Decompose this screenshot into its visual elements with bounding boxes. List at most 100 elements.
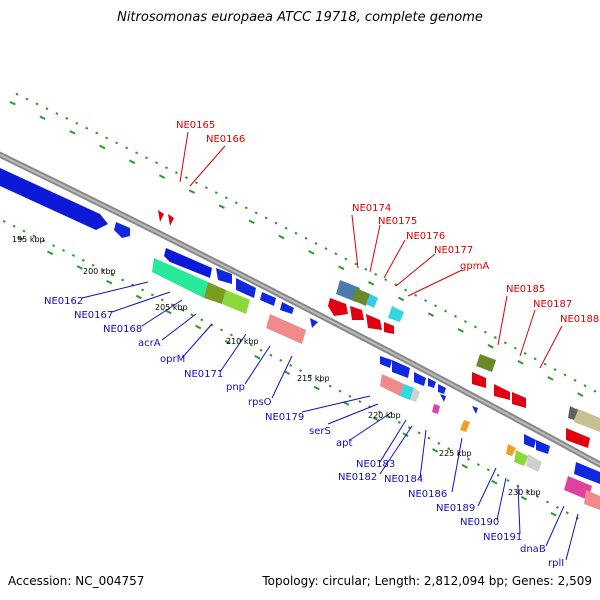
tick-mark	[85, 126, 89, 130]
tick-mark	[318, 379, 322, 383]
tick-mark	[404, 288, 408, 292]
tick-mark	[115, 141, 119, 145]
kbp-label-230: 230 kbp	[508, 488, 541, 497]
tick-mark	[145, 156, 149, 160]
accession-text: Accession: NC_004757	[8, 574, 145, 588]
gene-reverse-orange	[460, 420, 470, 432]
forward-callouts	[179, 131, 563, 369]
label-ne0189: NE0189	[436, 503, 475, 514]
tick-mark	[99, 144, 106, 150]
tick-mark	[304, 236, 308, 240]
tick-mark	[324, 247, 328, 251]
tick-mark	[463, 320, 467, 324]
gene-reverse-ne0191	[536, 440, 550, 454]
tick-mark	[135, 151, 139, 155]
label-ne0187: NE0187	[533, 299, 572, 310]
label-ne0188: NE0188	[560, 314, 599, 325]
tick-mark	[372, 416, 379, 422]
tick-mark	[427, 436, 431, 440]
tick-mark	[190, 313, 194, 317]
kbp-label-210: 210 kbp	[226, 337, 259, 346]
tick-mark	[364, 267, 368, 271]
tick-mark	[164, 166, 169, 170]
gene-forward-red-b	[350, 306, 364, 320]
tick-mark	[135, 294, 143, 300]
tick-mark	[75, 121, 79, 125]
figure-title: Nitrosomonas europaea ATCC 19718, comple…	[117, 10, 483, 25]
tick-mark	[368, 281, 375, 286]
tick-mark	[461, 463, 468, 469]
gene-reverse-acrA-top	[216, 268, 232, 284]
tick-mark	[214, 191, 218, 195]
tick-mark	[234, 201, 238, 205]
kbp-label-200: 200 kbp	[83, 267, 116, 276]
tick-mark	[279, 358, 283, 362]
gene-reverse-ne0179	[392, 360, 410, 378]
tick-mark	[32, 234, 36, 238]
topology-summary: Topology: circular; Length: 2,812,094 bp…	[262, 574, 592, 588]
tick-mark	[17, 236, 24, 241]
tick-mark	[39, 115, 46, 120]
tick-mark	[563, 373, 567, 377]
tick-mark	[15, 92, 19, 96]
tick-mark	[46, 250, 54, 256]
gene-forward-ne0166	[168, 214, 174, 226]
tick-mark	[150, 293, 154, 297]
tick-mark	[111, 273, 115, 277]
label-ne0175: NE0175	[378, 216, 417, 227]
gene-forward-ne0187	[472, 372, 486, 388]
tick-mark	[283, 370, 291, 375]
tick-mark	[338, 265, 345, 271]
tick-mark	[25, 97, 29, 101]
gene-forward-ne0177	[388, 306, 404, 322]
tick-mark	[344, 257, 348, 261]
tick-mark	[45, 107, 49, 111]
tick-mark	[254, 211, 258, 215]
gene-reverse-rpsO	[380, 356, 392, 368]
gene-reverse-ne0171	[310, 318, 318, 328]
tick-mark	[101, 268, 105, 272]
gene-reverse-apt	[428, 378, 436, 388]
tick-mark	[180, 308, 184, 312]
tick-mark	[526, 489, 530, 493]
gene-forward-ne0175	[352, 288, 370, 306]
tick-mark	[503, 341, 507, 345]
gene-reverse-ne0167	[164, 248, 212, 278]
tick-mark	[473, 325, 477, 329]
tick-mark	[289, 364, 293, 367]
gene-reverse-d	[280, 302, 294, 314]
tick-mark	[583, 384, 587, 388]
tick-mark	[65, 117, 69, 120]
tick-mark	[76, 265, 83, 270]
tick-mark	[81, 258, 85, 262]
genome-backbone-highlight	[0, 153, 600, 466]
tick-mark	[259, 348, 263, 352]
tick-mark	[402, 432, 409, 437]
gene-reverse-dnaB-pink	[564, 476, 592, 500]
gene-reverse-h	[514, 450, 528, 466]
tick-mark	[155, 161, 159, 165]
tick-mark	[453, 314, 458, 318]
label-acrA: acrA	[138, 338, 161, 349]
gene-forward-right-a	[574, 408, 600, 432]
label-ne0177: NE0177	[434, 245, 473, 256]
gene-reverse-b	[236, 278, 256, 298]
gene-forward-ne0185	[476, 354, 496, 372]
tick-mark	[61, 249, 66, 252]
tick-mark	[204, 186, 208, 190]
label-ne0166: NE0166	[206, 134, 245, 145]
tick-mark	[348, 394, 352, 398]
tick-mark	[550, 512, 557, 517]
tick-mark	[487, 344, 494, 349]
tick-mark	[397, 420, 401, 424]
tick-mark	[22, 229, 26, 233]
tick-mark	[384, 278, 388, 282]
tick-mark	[354, 262, 358, 266]
tick-mark	[264, 216, 268, 220]
label-serS: serS	[309, 426, 331, 437]
tick-mark	[188, 189, 196, 194]
label-dnaB: dnaB	[520, 544, 546, 555]
tick-mark	[125, 146, 129, 150]
kbp-label-215: 215 kbp	[297, 374, 330, 383]
tick-mark	[35, 102, 39, 106]
